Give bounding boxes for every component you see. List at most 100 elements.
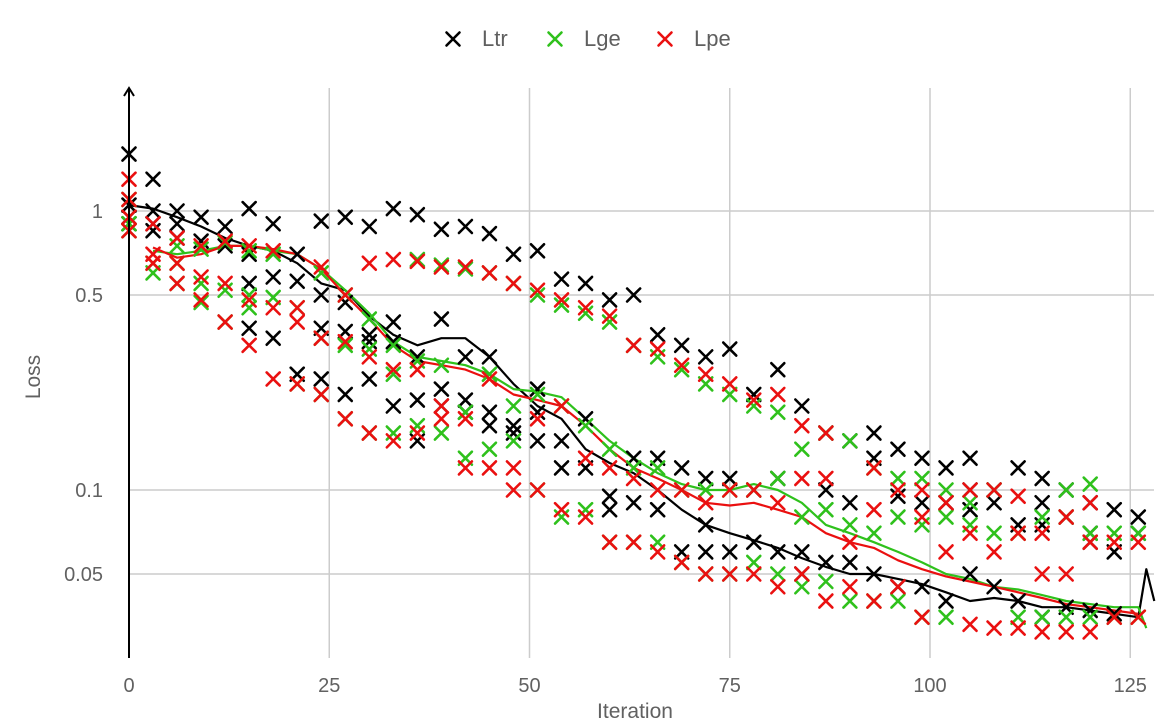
series-ltr-marker <box>818 554 834 571</box>
series-lpe-marker <box>818 593 834 609</box>
series-ltr-marker <box>361 371 378 387</box>
series-lge-marker <box>265 246 281 263</box>
series-lge-marker <box>385 337 402 354</box>
series-ltr-marker <box>313 371 330 387</box>
series-lpe-marker <box>601 534 618 550</box>
series-lpe-marker <box>842 534 858 550</box>
series-lpe-marker <box>361 425 378 441</box>
series-lge-marker <box>986 525 1002 542</box>
series-lge-marker <box>794 578 810 595</box>
series-ltr-marker <box>938 460 954 476</box>
series-lpe-marker <box>1034 624 1050 640</box>
series-lge-marker <box>1034 609 1050 626</box>
series-ltr-marker <box>986 578 1002 595</box>
series-lge-marker <box>794 441 810 458</box>
series-ltr-marker <box>385 333 402 350</box>
series-lpe-marker <box>169 275 185 292</box>
series-ltr-marker <box>601 292 618 308</box>
series-ltr-marker <box>986 494 1002 511</box>
series-lge-marker <box>842 593 858 609</box>
series-lge-marker <box>914 470 930 487</box>
series-ltr-marker <box>457 392 474 408</box>
series-ltr-marker <box>577 275 594 292</box>
series-ltr-marker <box>529 433 546 449</box>
series-ltr-marker <box>385 200 402 217</box>
series-lpe-marker <box>1010 525 1026 542</box>
series-lpe-marker <box>697 494 714 511</box>
series-lpe-marker <box>433 410 450 427</box>
y-tick-label: 0.05 <box>64 564 103 586</box>
series-lpe-marker <box>217 314 233 330</box>
series-lpe-marker <box>505 482 522 498</box>
series-ltr-marker <box>890 441 906 458</box>
series-lge-marker <box>1082 476 1098 492</box>
series-lpe-marker <box>289 376 306 392</box>
series-ltr-marker <box>745 386 762 403</box>
series-lge-marker <box>193 275 209 292</box>
legend-item-lge: Lge <box>547 26 621 51</box>
series-ltr-marker <box>673 337 690 354</box>
series-ltr-marker <box>385 314 402 330</box>
series-ltr-marker <box>529 404 546 421</box>
series-lge-marker <box>938 509 954 525</box>
series-ltr-marker <box>1082 602 1098 619</box>
series-ltr-marker <box>962 450 978 467</box>
series-ltr-marker <box>409 206 426 223</box>
axes <box>123 86 135 658</box>
series-lpe-marker <box>938 494 954 511</box>
series-lge-marker <box>866 525 882 542</box>
x-tick-label: 125 <box>1114 675 1147 697</box>
series-ltr-marker <box>625 494 642 511</box>
series-ltr-marker <box>529 381 546 397</box>
legend-label-lpe: Lpe <box>694 26 731 51</box>
series-ltr-marker <box>553 433 570 449</box>
series-lge-marker <box>601 441 618 458</box>
series-lpe-marker <box>601 308 618 324</box>
legend-label-lge: Lge <box>584 26 621 51</box>
series-lpe-marker <box>673 357 690 374</box>
series-lpe-marker <box>1034 525 1050 542</box>
series-lpe-marker <box>553 501 570 518</box>
x-tick-label: 75 <box>719 675 741 697</box>
series-lpe-marker <box>770 494 786 511</box>
series-ltr-marker <box>337 386 354 403</box>
series-lpe-marker <box>385 361 402 378</box>
series-lpe-marker <box>866 593 882 609</box>
series-ltr-marker <box>962 566 978 582</box>
series-lpe-marker <box>1058 566 1074 582</box>
series-lpe-marker <box>313 259 330 275</box>
series-lpe-marker <box>577 450 594 467</box>
series-lpe-marker <box>962 616 978 633</box>
series-lpe-marker <box>986 620 1002 636</box>
series-lpe-marker <box>409 425 426 441</box>
series-lge-marker <box>745 554 762 571</box>
series-ltr-marker <box>1034 470 1050 487</box>
series-lpe-marker <box>1130 609 1147 626</box>
series-lge-marker <box>361 311 378 327</box>
series-lge-marker <box>193 241 209 257</box>
series-lpe-marker <box>866 501 882 518</box>
series-lge-marker <box>241 287 257 303</box>
series-ltr-marker <box>289 246 306 263</box>
series-lge-marker <box>193 294 209 311</box>
series-lpe-line <box>152 244 1139 615</box>
series-ltr-marker <box>457 218 474 235</box>
series-lge-marker <box>818 501 834 518</box>
series-lpe-marker <box>794 417 810 434</box>
series-lge-marker <box>481 366 498 383</box>
series-ltr-marker <box>481 404 498 421</box>
series-ltr-marker <box>193 209 209 226</box>
series-lge-marker <box>938 609 954 626</box>
series-lge-marker <box>1010 609 1026 626</box>
series-ltr-marker <box>145 203 161 219</box>
series-lpe-marker <box>313 330 330 347</box>
series-lge-marker <box>745 398 762 414</box>
series-lpe-marker <box>721 566 738 582</box>
series-lpe-marker <box>289 314 306 330</box>
series-ltr-marker <box>433 381 450 397</box>
series-lpe-marker <box>697 366 714 383</box>
series-ltr-marker <box>481 225 498 242</box>
series-ltr-marker <box>866 566 882 582</box>
series-lge-marker <box>938 482 954 498</box>
